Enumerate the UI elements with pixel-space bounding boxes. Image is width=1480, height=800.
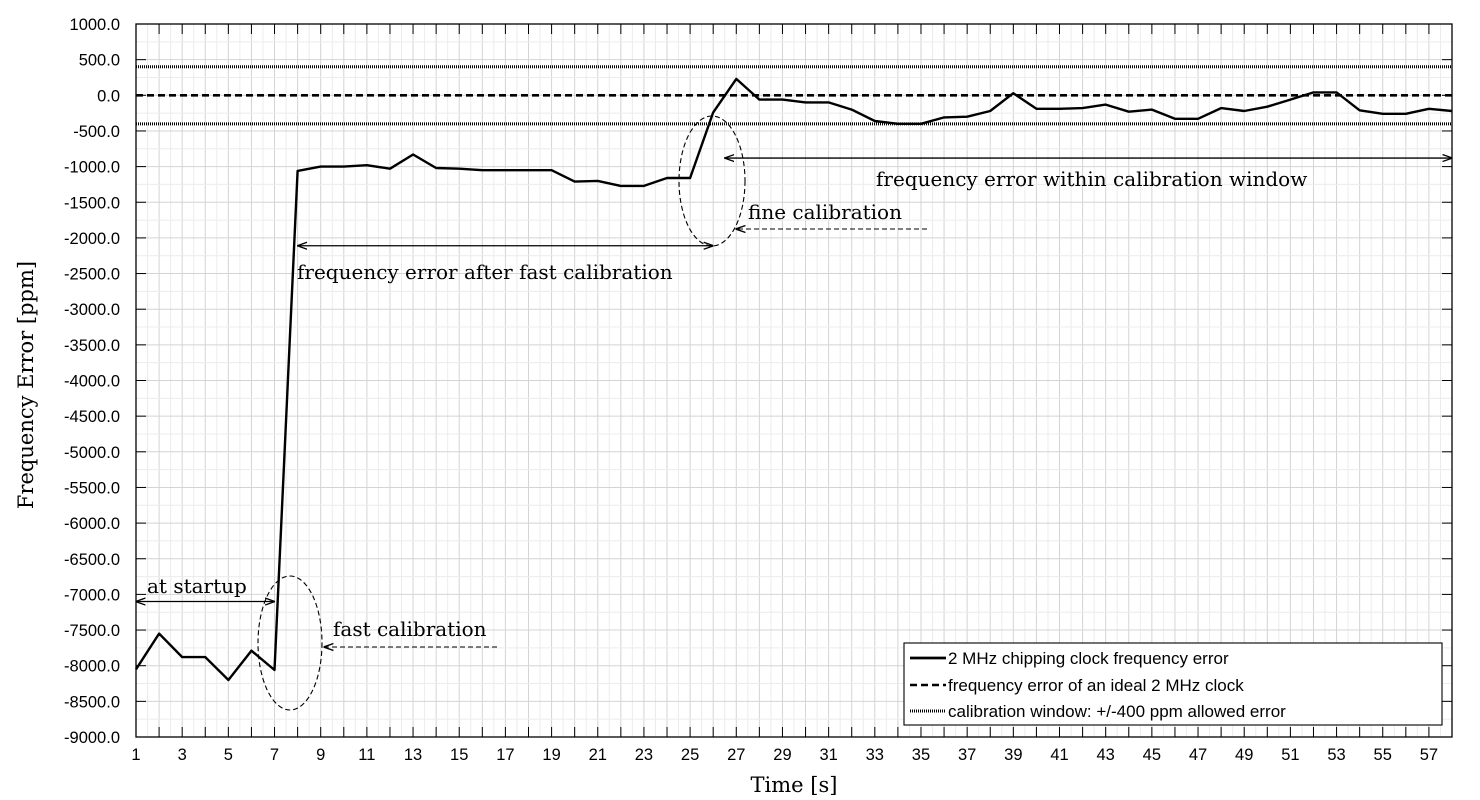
x-tick-labels: 1 3 5 7 9 11 13 15 17 19 21 23 25 27 29 31 33 35 37 39 41 43 4… [131,746,1438,764]
frequency-error-line [134,77,1453,682]
startup-annotation-label: at startup [147,574,247,598]
x-tick-label: 9 [316,746,325,764]
legend: 2 MHz chipping clock frequency error fre… [903,642,1443,726]
y-tick-label: 0.0 [97,87,120,105]
y-tick-label: -5500.0 [64,479,120,497]
y-tick-label: -8500.0 [64,693,120,711]
x-tick-label: 37 [958,746,976,764]
y-tick-label: -6500.0 [64,551,120,569]
y-tick-label: -5000.0 [64,444,120,462]
x-tick-label: 49 [1235,746,1253,764]
x-tick-label: 33 [866,746,884,764]
x-tick-label: 13 [404,746,422,764]
x-tick-label: 53 [1327,746,1345,764]
x-tick-label: 35 [912,746,930,764]
fine-calibration-ellipse [678,115,746,247]
x-tick-label: 23 [635,746,653,764]
x-tick-label: 3 [178,746,187,764]
plot-series [134,65,1453,682]
x-tick-label: 17 [496,746,514,764]
y-tick-label: -8000.0 [64,658,120,676]
x-tick-label: 11 [358,746,375,764]
x-tick-label: 55 [1374,746,1392,764]
x-tick-label: 39 [1004,746,1022,764]
legend-box [903,642,1443,726]
y-tick-label: -1500.0 [64,194,120,212]
y-tick-label: -1000.0 [64,159,120,177]
x-tick-label: 19 [542,746,560,764]
y-tick-label: -2000.0 [64,230,120,248]
fine-calibration-label: fine calibration [748,200,902,224]
annotations: at startup frequency error after fast cal… [136,115,1452,711]
x-tick-label: 31 [819,746,837,764]
legend-label-series-1: 2 MHz chipping clock frequency error [948,649,1229,668]
legend-label-series-2: frequency error of an ideal 2 MHz clock [948,676,1244,695]
fast-calibration-ellipse [257,575,323,711]
fast-calibration-label: fast calibration [333,617,487,641]
x-tick-label: 45 [1143,746,1161,764]
x-tick-label: 25 [681,746,699,764]
x-tick-label: 43 [1097,746,1115,764]
y-tick-label: -3500.0 [64,337,120,355]
plot-frame [135,23,1453,738]
axis-ticks [135,23,1453,738]
x-tick-label: 1 [131,746,140,764]
y-tick-label: 1000.0 [70,16,120,34]
y-tick-label: -6000.0 [64,515,120,533]
y-tick-label: -2500.0 [64,266,120,284]
x-tick-label: 21 [589,746,607,764]
x-tick-label: 51 [1281,746,1299,764]
x-tick-label: 15 [450,746,468,764]
x-tick-label: 5 [224,746,233,764]
x-tick-label: 57 [1420,746,1438,764]
y-tick-labels: 1000.0 500.0 0.0 -500.0 -1000.0 -1500.0 -2000.… [64,16,120,747]
x-tick-label: 27 [727,746,745,764]
legend-label-series-3: calibration window: +/-400 ppm allowed e… [948,702,1286,721]
y-tick-label: -7000.0 [64,586,120,604]
grid [135,23,1453,738]
y-axis-title: Frequency Error [ppm] [14,261,38,509]
y-tick-label: -4500.0 [64,408,120,426]
x-tick-label: 47 [1189,746,1207,764]
x-tick-label: 7 [270,746,279,764]
y-tick-label: -7500.0 [64,622,120,640]
x-axis-title: Time [s] [751,773,838,797]
after-fast-calibration-annotation-label: frequency error after fast calibration [297,260,673,284]
y-tick-label: -4000.0 [64,373,120,391]
y-tick-label: -9000.0 [64,729,120,747]
within-window-annotation-label: frequency error within calibration windo… [876,167,1307,191]
x-tick-label: 29 [773,746,791,764]
x-tick-label: 41 [1050,746,1068,764]
y-tick-label: -500.0 [73,123,120,141]
y-tick-label: 500.0 [79,52,120,70]
y-tick-label: -3000.0 [64,301,120,319]
